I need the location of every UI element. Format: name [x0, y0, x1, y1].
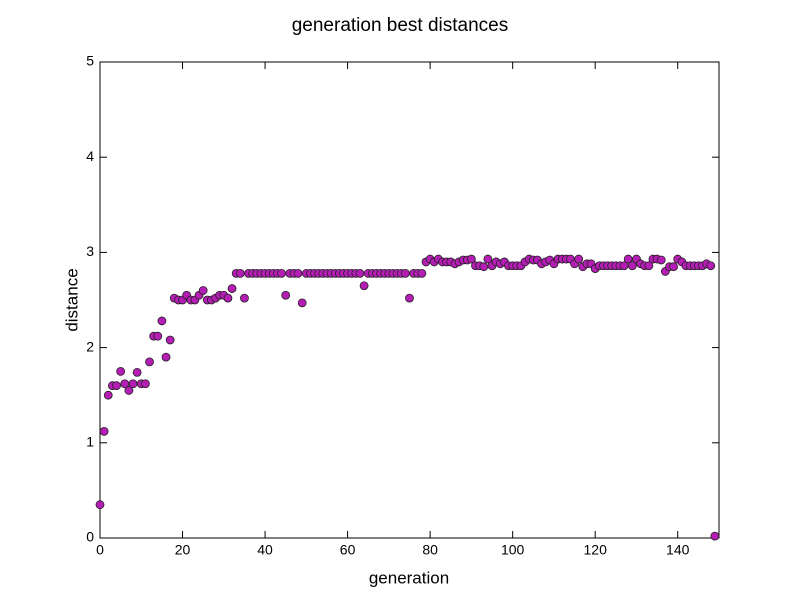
data-point	[656, 255, 666, 265]
data-point	[483, 254, 493, 264]
y-tick-label: 1	[86, 434, 94, 450]
x-tick-label: 120	[584, 542, 608, 558]
data-point	[466, 254, 476, 264]
data-point	[355, 268, 365, 278]
x-tick-label: 20	[175, 542, 191, 558]
data-point	[99, 426, 109, 436]
chart-title: generation best distances	[292, 15, 509, 36]
y-tick-label: 2	[86, 338, 94, 354]
data-point	[227, 284, 237, 293]
x-tick-label: 0	[96, 542, 104, 558]
x-tick-label: 60	[340, 542, 356, 558]
data-point	[132, 367, 142, 377]
x-tick-label: 40	[257, 542, 273, 558]
data-point	[95, 500, 105, 510]
data-point	[644, 261, 654, 271]
data-point	[669, 262, 679, 272]
y-tick-label: 0	[86, 529, 94, 545]
data-point	[479, 262, 489, 272]
data-point	[240, 293, 249, 303]
data-point	[574, 254, 584, 264]
data-point	[223, 293, 233, 303]
y-tick-label: 4	[86, 148, 94, 164]
data-point	[281, 290, 291, 300]
data-point	[235, 268, 245, 278]
data-point	[359, 281, 369, 291]
data-point	[145, 357, 154, 367]
data-point	[124, 386, 134, 395]
data-point	[400, 268, 410, 278]
data-point	[627, 261, 637, 271]
data-point	[140, 379, 150, 389]
data-point	[153, 331, 163, 341]
data-point	[128, 379, 138, 389]
x-axis-label: generation	[369, 568, 449, 587]
data-point	[405, 293, 414, 303]
x-tick-label: 140	[666, 542, 690, 558]
y-tick-label: 5	[86, 53, 94, 69]
data-point	[165, 335, 175, 345]
data-point	[277, 268, 286, 278]
x-tick-label: 100	[501, 542, 525, 558]
data-point	[293, 268, 303, 278]
data-point	[706, 261, 716, 271]
y-tick-label: 3	[86, 243, 94, 259]
y-axis-label: distance	[62, 268, 81, 331]
data-point	[116, 366, 126, 376]
plot-frame	[99, 61, 720, 539]
data-point	[710, 531, 720, 541]
data-point	[198, 286, 208, 295]
x-tick-label: 80	[422, 542, 438, 558]
data-point	[161, 352, 171, 362]
data-point	[297, 298, 307, 308]
data-point	[417, 268, 427, 278]
data-point	[112, 381, 121, 391]
data-point	[157, 316, 167, 326]
data-point	[103, 390, 113, 400]
